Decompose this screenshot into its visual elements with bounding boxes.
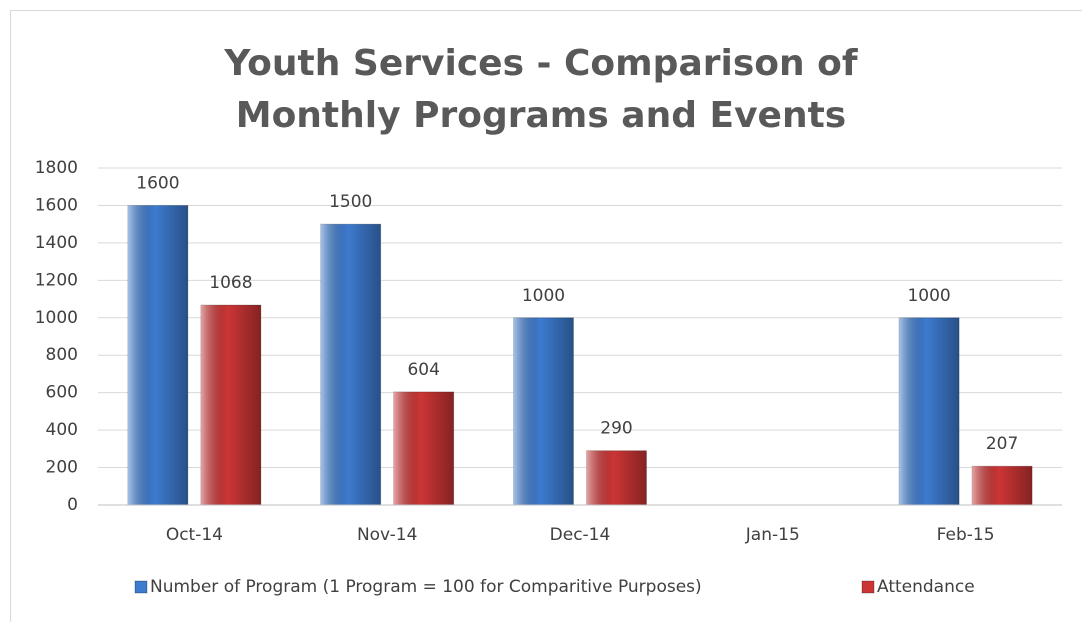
data-label: 604 [407, 360, 439, 380]
data-label: 1000 [907, 286, 950, 306]
data-label: 1500 [329, 192, 372, 212]
x-tick-label: Dec-14 [550, 525, 611, 545]
y-tick-label: 400 [46, 420, 78, 440]
bar [971, 465, 1033, 506]
y-tick-label: 1600 [35, 195, 78, 215]
data-label: 1000 [522, 286, 565, 306]
y-tick-label: 200 [46, 458, 78, 478]
bar [898, 317, 960, 506]
legend-swatch [134, 580, 148, 594]
bar [127, 204, 189, 506]
legend-swatch [861, 580, 875, 594]
legend-label: Attendance [877, 577, 975, 597]
x-tick-label: Nov-14 [357, 525, 418, 545]
x-tick-label: Feb-15 [937, 525, 995, 545]
y-tick-label: 1200 [35, 270, 78, 290]
bar [200, 304, 262, 506]
y-tick-label: 1800 [35, 158, 78, 178]
data-label: 1068 [209, 273, 252, 293]
data-label: 207 [986, 434, 1018, 454]
y-tick-label: 1400 [35, 233, 78, 253]
chart-title: Youth Services - Comparison of Monthly P… [224, 43, 858, 136]
bar [513, 317, 574, 506]
x-tick-label: Oct-14 [166, 525, 223, 545]
bar [586, 450, 647, 506]
y-tick-label: 1000 [35, 308, 78, 328]
bar [393, 391, 455, 506]
x-tick-label: Jan-15 [745, 525, 800, 545]
chart-border [10, 10, 1082, 622]
data-label: 1600 [136, 173, 179, 193]
y-tick-label: 0 [67, 495, 78, 515]
legend-label: Number of Program (1 Program = 100 for C… [150, 577, 702, 597]
data-label: 290 [600, 419, 632, 439]
y-tick-label: 600 [46, 383, 78, 403]
bar [320, 223, 382, 506]
y-tick-label: 800 [46, 345, 78, 365]
